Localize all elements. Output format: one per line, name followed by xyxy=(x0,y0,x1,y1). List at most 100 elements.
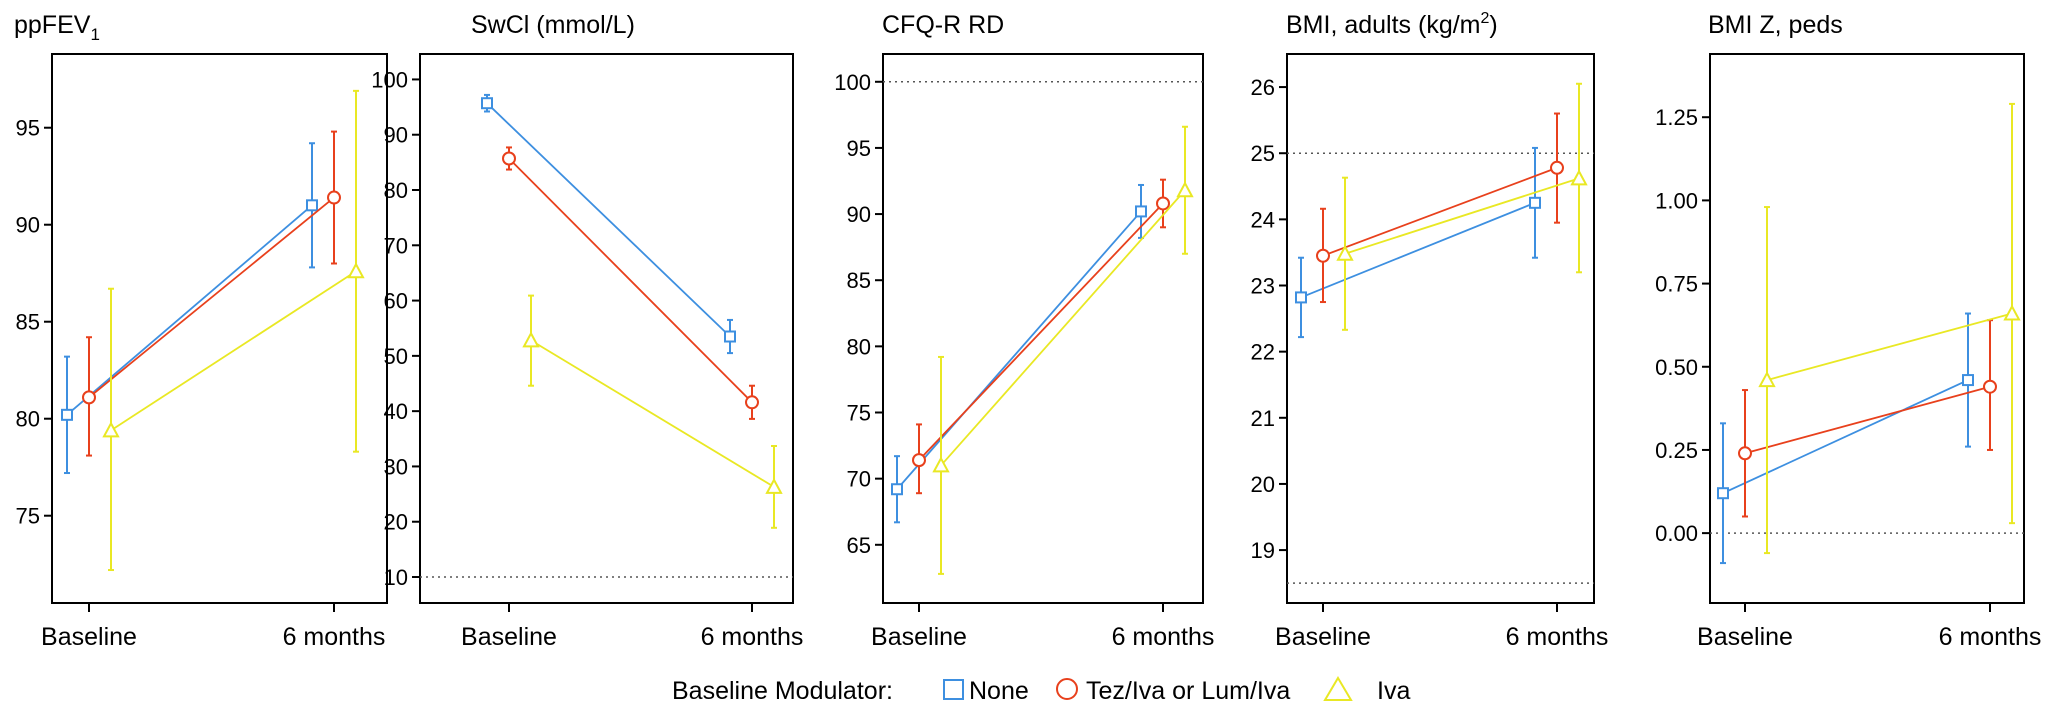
data-point-iva xyxy=(2003,304,2021,321)
legend-square-icon xyxy=(943,679,964,700)
x-label-6-months: 6 months xyxy=(701,623,804,651)
series-line-tez-iva-or-lum-iva xyxy=(1744,385,1991,455)
x-label-baseline: Baseline xyxy=(1275,623,1371,651)
series-line-iva xyxy=(110,270,357,432)
y-tick-label: 85 xyxy=(16,310,40,335)
x-label-6-months: 6 months xyxy=(1506,623,1609,651)
panel-bmi-z-peds: BMI Z, peds 0.00 0.25 0.50 0.75 1.00 1.25 Bas… xyxy=(1655,11,2041,651)
data-point-none xyxy=(1962,374,1974,387)
series-line-none xyxy=(1300,201,1536,299)
data-point-iva xyxy=(1336,244,1354,261)
y-tick-label: 100 xyxy=(834,70,871,95)
y-tick-label: 90 xyxy=(847,202,871,227)
y-tick-label: 20 xyxy=(384,510,408,535)
x-label-6-months: 6 months xyxy=(283,623,386,651)
y-tick-label: 21 xyxy=(1251,406,1275,431)
panel-title: CFQ-R RD xyxy=(882,11,1004,39)
data-point-none xyxy=(724,330,736,343)
data-point-iva xyxy=(932,456,950,473)
plot-frame xyxy=(882,53,1204,604)
y-tick-label: 30 xyxy=(384,454,408,479)
y-tick-label: 20 xyxy=(1251,472,1275,497)
data-point-none xyxy=(481,97,493,110)
panel-title: SwCl (mmol/L) xyxy=(471,11,635,39)
data-point-tez-iva-or-lum-iva xyxy=(1738,446,1752,461)
series-line-none xyxy=(1722,379,1969,495)
y-tick-label: 0.00 xyxy=(1655,521,1698,546)
x-label-baseline: Baseline xyxy=(871,623,967,651)
y-tick-label: 70 xyxy=(847,467,871,492)
y-tick-label: 0.25 xyxy=(1655,438,1698,463)
y-tick-label: 75 xyxy=(16,504,40,529)
y-tick-label: 60 xyxy=(384,289,408,314)
panel-bmi-adults: BMI, adults (kg/m2) 19 20 21 22 23 24 25 26 Bas… xyxy=(1251,10,1609,651)
series-line-tez-iva-or-lum-iva xyxy=(508,157,753,403)
x-label-6-months: 6 months xyxy=(1112,623,1215,651)
data-point-none xyxy=(891,483,903,496)
y-tick-label: 95 xyxy=(847,136,871,161)
y-tick-label: 1.25 xyxy=(1655,105,1698,130)
y-tick-label: 85 xyxy=(847,268,871,293)
y-tick-label: 25 xyxy=(1251,141,1275,166)
data-point-tez-iva-or-lum-iva xyxy=(1156,196,1170,211)
data-point-tez-iva-or-lum-iva xyxy=(1316,248,1330,263)
data-point-none xyxy=(61,408,73,421)
y-tick-label: 80 xyxy=(16,407,40,432)
y-tick-label: 90 xyxy=(16,213,40,238)
data-point-iva xyxy=(1758,370,1776,388)
legend-label-none: None xyxy=(969,677,1029,705)
data-point-tez-iva-or-lum-iva xyxy=(745,395,759,410)
data-point-tez-iva-or-lum-iva xyxy=(1550,160,1564,175)
series-line-none xyxy=(896,210,1142,490)
plot-frame xyxy=(51,53,388,604)
legend-triangle-icon xyxy=(1323,676,1353,701)
data-point-tez-iva-or-lum-iva xyxy=(327,190,341,205)
data-point-iva xyxy=(1570,169,1588,186)
series-line-tez-iva-or-lum-iva xyxy=(918,202,1164,461)
panel-ppfev1: ppFEV1 75 80 85 90 95 Baseline 6 months xyxy=(14,11,388,651)
legend-circle-icon xyxy=(1056,678,1078,700)
series-line-iva xyxy=(1344,177,1580,255)
data-point-tez-iva-or-lum-iva xyxy=(912,453,926,468)
x-label-baseline: Baseline xyxy=(461,623,557,651)
y-tick-label: 22 xyxy=(1251,340,1275,365)
panel-title: BMI Z, peds xyxy=(1708,11,1843,39)
data-point-iva xyxy=(765,477,783,494)
data-point-iva xyxy=(522,331,540,348)
series-line-none xyxy=(486,102,731,338)
panel-swcl: SwCl (mmol/L) 10 20 30 40 50 60 70 80 90 100 Base… xyxy=(371,11,803,651)
data-point-none xyxy=(1135,205,1147,218)
plot-area: 65 70 75 80 85 90 95 100 xyxy=(834,53,1204,612)
y-tick-label: 1.00 xyxy=(1655,188,1698,213)
series-line-iva xyxy=(940,189,1186,467)
x-label-baseline: Baseline xyxy=(41,623,137,651)
data-point-tez-iva-or-lum-iva xyxy=(502,151,516,166)
panel-cfqr-rd: CFQ-R RD 65 70 75 80 85 90 95 100 Baseline 6 mo… xyxy=(834,11,1214,651)
plot-frame xyxy=(1709,53,2025,604)
series-line-tez-iva-or-lum-iva xyxy=(88,196,335,399)
series-line-none xyxy=(66,204,313,416)
series-line-tez-iva-or-lum-iva xyxy=(1322,166,1558,257)
y-tick-label: 65 xyxy=(847,533,871,558)
y-tick-label: 0.75 xyxy=(1655,272,1698,297)
data-point-iva xyxy=(347,262,365,279)
data-point-iva xyxy=(1176,181,1194,198)
series-line-iva xyxy=(1766,312,2013,381)
y-tick-label: 24 xyxy=(1251,207,1275,232)
y-tick-label: 10 xyxy=(384,565,408,590)
y-tick-label: 90 xyxy=(384,123,408,148)
y-tick-label: 23 xyxy=(1251,274,1275,299)
x-label-6-months: 6 months xyxy=(1939,623,2042,651)
panel-title: ppFEV1 xyxy=(14,11,100,44)
y-tick-label: 0.50 xyxy=(1655,355,1698,380)
plot-area: 10 20 30 40 50 60 70 80 90 100 xyxy=(371,53,794,612)
data-point-none xyxy=(306,199,318,212)
y-tick-label: 26 xyxy=(1251,75,1275,100)
data-point-none xyxy=(1529,196,1541,209)
data-point-none xyxy=(1717,487,1729,500)
legend-title: Baseline Modulator: xyxy=(672,677,893,705)
plot-area: 0.00 0.25 0.50 0.75 1.00 1.25 xyxy=(1655,53,2025,612)
series-line-iva xyxy=(530,339,775,488)
legend-label-tez-iva-lum-iva: Tez/Iva or Lum/Iva xyxy=(1086,677,1290,705)
